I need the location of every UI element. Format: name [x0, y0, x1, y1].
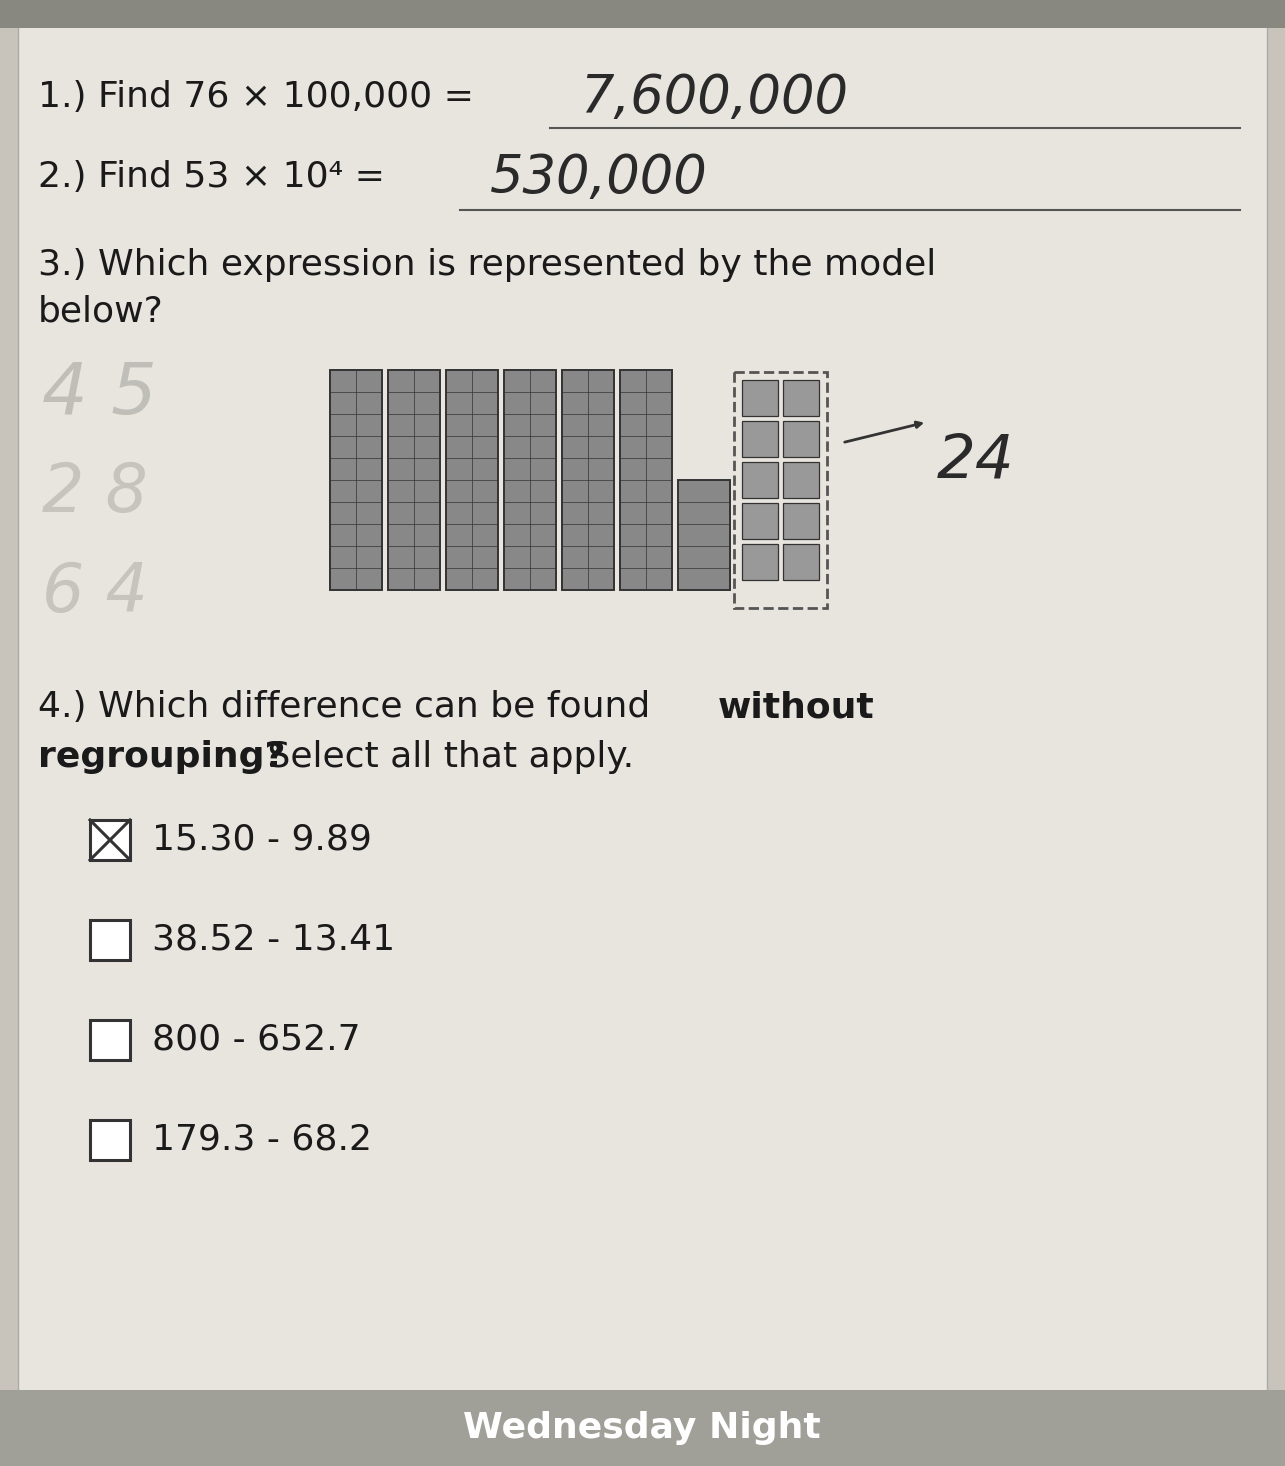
Text: 7,600,000: 7,600,000 [580, 72, 848, 125]
Bar [90, 1120, 130, 1160]
Text: 24: 24 [937, 432, 1015, 491]
Bar [388, 369, 439, 589]
Bar [90, 819, 130, 861]
Text: 800 - 652.7: 800 - 652.7 [152, 1023, 361, 1057]
Bar [741, 421, 777, 457]
Bar [783, 544, 819, 581]
Bar [678, 479, 730, 589]
Text: 179.3 - 68.2: 179.3 - 68.2 [152, 1123, 371, 1157]
Bar [741, 380, 777, 416]
Text: 3.) Which expression is represented by the model: 3.) Which expression is represented by t… [39, 248, 937, 281]
Text: 1.) Find 76 × 100,000 =: 1.) Find 76 × 100,000 = [39, 81, 486, 114]
Text: 2.) Find 53 × 10⁴ =: 2.) Find 53 × 10⁴ = [39, 160, 397, 194]
Text: 15.30 - 9.89: 15.30 - 9.89 [152, 822, 371, 858]
Bar [504, 369, 556, 589]
Bar [783, 462, 819, 498]
Text: 4.) Which difference can be found: 4.) Which difference can be found [39, 690, 662, 724]
Text: without: without [718, 690, 875, 724]
Bar [90, 921, 130, 960]
Bar [330, 369, 382, 589]
Text: 530,000: 530,000 [490, 152, 708, 204]
Text: Wednesday Night: Wednesday Night [463, 1410, 821, 1445]
Text: below?: below? [39, 295, 163, 328]
Text: 4 5: 4 5 [42, 361, 157, 430]
Text: 38.52 - 13.41: 38.52 - 13.41 [152, 924, 394, 957]
Bar [741, 503, 777, 539]
Bar [619, 369, 672, 589]
Bar [783, 421, 819, 457]
Text: 2 8: 2 8 [42, 460, 148, 526]
Bar [0, 1390, 1285, 1466]
Bar [0, 0, 1285, 28]
Bar [783, 503, 819, 539]
Bar [90, 1020, 130, 1060]
Text: regrouping?: regrouping? [39, 740, 285, 774]
Bar [562, 369, 614, 589]
Bar [734, 372, 828, 608]
Bar [783, 380, 819, 416]
Bar [446, 369, 499, 589]
Bar [741, 462, 777, 498]
Text: 6 4: 6 4 [42, 560, 148, 626]
Bar [741, 544, 777, 581]
Text: Select all that apply.: Select all that apply. [256, 740, 634, 774]
